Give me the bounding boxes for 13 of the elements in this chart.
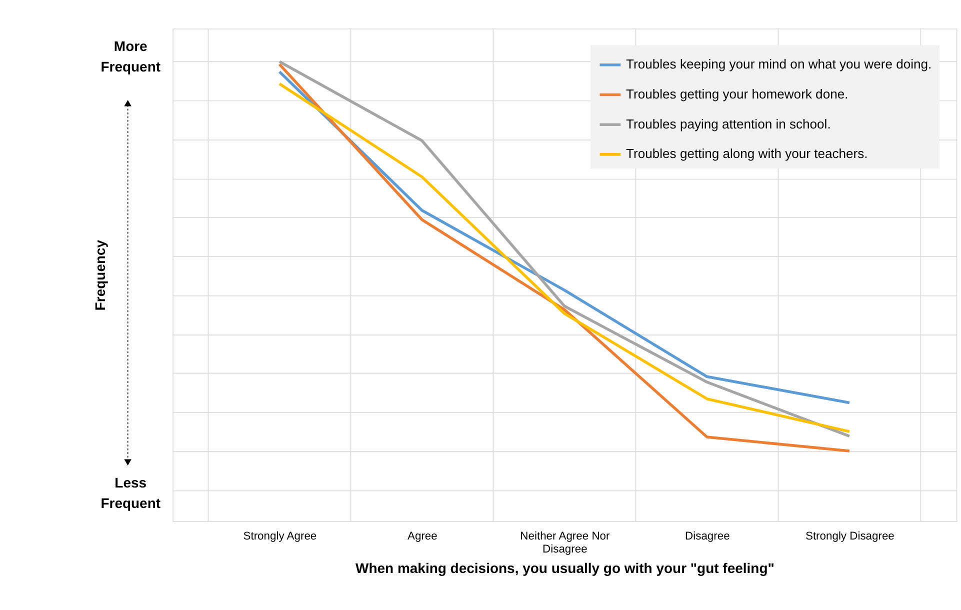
x-tick-label: Disagree <box>685 530 730 542</box>
legend-label: Troubles getting along with your teachers. <box>626 146 868 162</box>
x-tick-label: Agree <box>408 530 438 542</box>
x-axis-title: When making decisions, you usually go with your "gut feeling" <box>356 560 774 576</box>
legend-label: Troubles paying attention in school. <box>626 116 831 132</box>
y-axis-title: Frequency <box>92 240 108 311</box>
text: Less Frequent <box>100 474 161 512</box>
text: More Frequent <box>100 38 161 74</box>
legend-label: Troubles keeping your mind on what you were doing. <box>626 56 932 72</box>
legend-label: Troubles getting your homework done. <box>626 86 848 102</box>
x-tick-label: Strongly Disagree <box>805 530 894 542</box>
x-tick-label: Strongly Agree <box>243 530 317 542</box>
x-tick-label: Neither Agree Nor Disagree <box>520 530 610 556</box>
